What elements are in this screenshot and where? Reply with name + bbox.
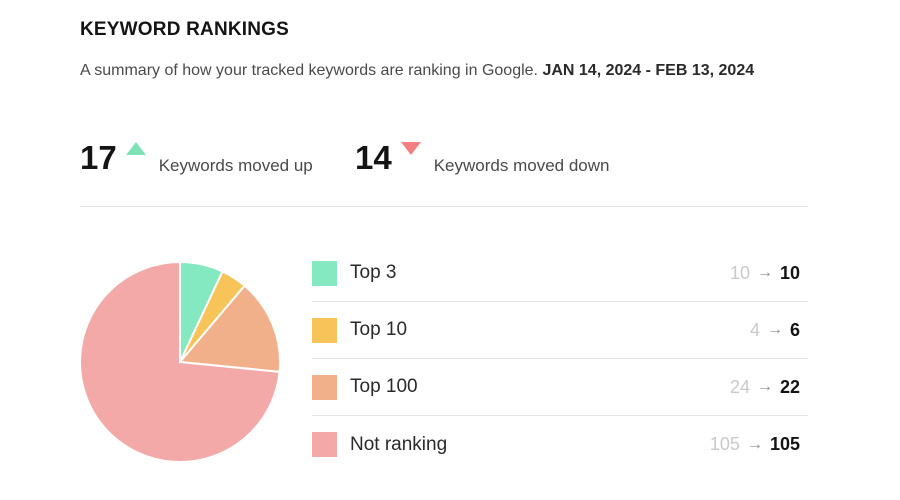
legend-values: 4 → 6	[750, 320, 800, 341]
section-title: KEYWORD RANKINGS	[80, 19, 290, 40]
summary-description: A summary of how your tracked keywords a…	[80, 62, 538, 79]
triangle-down-icon	[400, 142, 421, 155]
previous-value: 105	[709, 434, 740, 454]
arrow-right-icon: →	[766, 321, 783, 338]
moved-up-count: 17	[80, 139, 117, 176]
current-value: 105	[769, 434, 800, 454]
moved-down-count: 14	[355, 139, 392, 176]
previous-value: 10	[729, 262, 750, 283]
legend-swatch	[312, 432, 337, 457]
moved-up-label: Keywords moved up	[158, 156, 313, 175]
legend-values: 105 → 105	[710, 434, 800, 455]
divider	[80, 206, 808, 207]
summary-text: A summary of how your tracked keywords a…	[80, 57, 810, 85]
date-range: JAN 14, 2024 - FEB 13, 2024	[542, 62, 755, 79]
arrow-right-icon: →	[746, 435, 763, 453]
legend-row-not-ranking: Not ranking 105 → 105	[312, 416, 808, 473]
legend-row-top-3: Top 3 10 → 10	[312, 245, 808, 302]
legend-row-top-10: Top 10 4 → 6	[312, 302, 808, 359]
legend-values: 24 → 22	[730, 377, 800, 398]
current-value: 22	[779, 376, 800, 397]
current-value: 10	[779, 262, 800, 283]
pie-slice-not-ranking	[79, 260, 281, 463]
previous-value: 24	[729, 376, 750, 397]
legend-label: Top 10	[350, 319, 408, 340]
moved-up-stat: 17 Keywords moved up	[80, 138, 313, 178]
moved-down-stat: 14 Keywords moved down	[355, 138, 609, 178]
legend-swatch	[312, 260, 337, 286]
legend-label: Top 3	[350, 262, 397, 283]
legend-label: Not ranking	[350, 433, 448, 455]
legend-swatch	[312, 317, 337, 343]
legend-swatch	[312, 374, 337, 400]
rankings-legend: Top 3 10 → 10 Top 10 4 → 6 Top 100 24 → …	[312, 245, 808, 473]
legend-label: Top 100	[350, 376, 418, 397]
arrow-right-icon: →	[756, 264, 773, 281]
current-value: 6	[789, 319, 800, 340]
previous-value: 4	[749, 319, 760, 340]
arrow-right-icon: →	[756, 378, 773, 395]
rankings-pie-chart	[79, 260, 281, 463]
triangle-up-icon	[125, 142, 146, 155]
pie-slice-top-100	[178, 284, 281, 373]
legend-row-top-100: Top 100 24 → 22	[312, 359, 808, 416]
moved-down-label: Keywords moved down	[433, 156, 610, 175]
legend-values: 10 → 10	[730, 263, 800, 284]
